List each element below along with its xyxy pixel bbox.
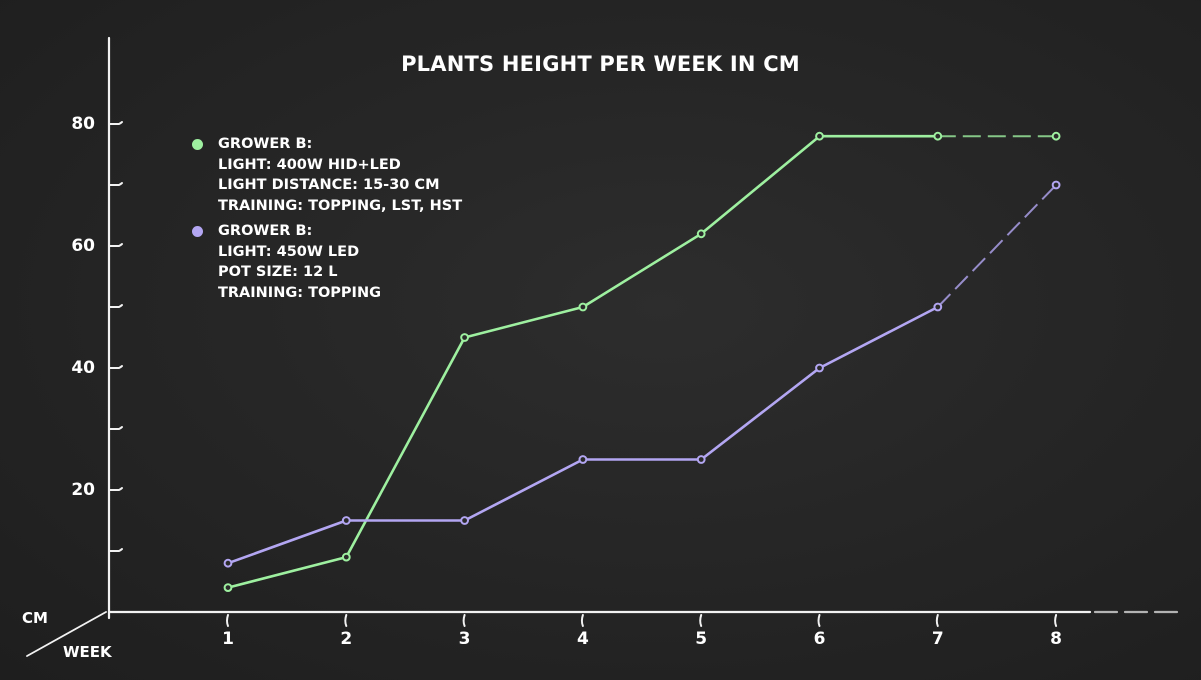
legend-line: GROWER B: [218, 136, 313, 152]
legend-dot-green-icon [192, 139, 203, 150]
series-line-dashed [937, 184, 1057, 308]
x-tick-label: 8 [1050, 629, 1063, 649]
x-tick [580, 614, 584, 627]
y-tick-label: 80 [71, 114, 95, 134]
legend-line: POT SIZE: 12 L [218, 264, 338, 280]
x-tick-label: 7 [931, 629, 944, 649]
axes [26, 36, 1182, 657]
data-point-marker [460, 516, 470, 525]
y-tick [108, 243, 123, 247]
chart-title: PLANTS HEIGHT PER WEEK IN CM [401, 52, 800, 76]
legend-line: LIGHT: 400W HID+LED [218, 156, 401, 173]
x-tick [226, 614, 229, 627]
legend: GROWER B: LIGHT: 400W HID+LED LIGHT DIST… [190, 134, 462, 308]
legend-entry-purple: GROWER B: LIGHT: 450W LED POT SIZE: 12 L… [190, 221, 462, 303]
y-tick-label: 20 [71, 480, 95, 500]
y-axis-name: CM [22, 609, 48, 627]
data-point-marker [460, 333, 470, 342]
y-tick [108, 304, 123, 308]
legend-line: GROWER B: [218, 223, 313, 239]
legend-line: LIGHT: 450W LED [218, 243, 360, 260]
data-point-marker [223, 558, 233, 568]
legend-line: TRAINING: TOPPING, LST, HST [218, 197, 463, 214]
x-tick [1054, 614, 1058, 627]
data-point-marker [696, 455, 706, 464]
x-tick-label: 3 [458, 629, 471, 649]
data-point-marker [341, 516, 351, 525]
data-point-marker [1051, 131, 1061, 141]
data-point-marker [696, 229, 706, 239]
legend-line: LIGHT DISTANCE: 15-30 CM [218, 177, 440, 193]
y-tick [108, 548, 123, 552]
x-tick [817, 614, 821, 627]
x-tick [699, 614, 703, 627]
data-point-marker [223, 583, 233, 592]
data-point-marker [815, 131, 824, 141]
x-tick [935, 614, 939, 627]
y-tick [108, 121, 123, 125]
data-point-marker [933, 302, 943, 312]
axis-diagonal [26, 611, 107, 657]
y-tick [108, 426, 123, 430]
x-tick [344, 614, 348, 627]
x-tick-label: 1 [222, 629, 234, 649]
legend-entry-green: GROWER B: LIGHT: 400W HID+LED LIGHT DIST… [190, 134, 462, 216]
x-tick-label: 4 [576, 629, 589, 649]
series-lines [223, 131, 1061, 592]
x-tick-label: 2 [340, 629, 353, 649]
x-axis-name: WEEK [63, 643, 112, 661]
data-point-marker [815, 363, 824, 373]
data-point-marker [578, 455, 588, 464]
y-tick-label: 60 [71, 236, 95, 256]
x-tick-label: 5 [695, 629, 708, 649]
data-point-marker [578, 302, 588, 312]
y-tick-label: 40 [71, 358, 95, 378]
y-tick [108, 365, 123, 369]
data-point-marker [1051, 180, 1061, 190]
x-tick [462, 614, 466, 627]
y-tick [108, 487, 123, 491]
x-tick-label: 6 [813, 629, 826, 649]
data-point-marker [341, 552, 351, 562]
legend-dot-purple-icon [192, 226, 203, 237]
series-line-purple [227, 305, 939, 565]
data-point-marker [933, 131, 943, 141]
y-tick [108, 182, 123, 186]
legend-line: TRAINING: TOPPING [218, 284, 381, 301]
